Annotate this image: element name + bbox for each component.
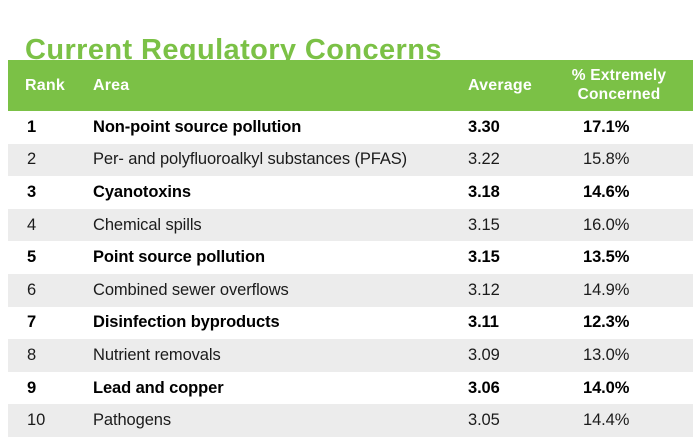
rank-cell: 8 bbox=[27, 345, 37, 364]
area-cell: Cyanotoxins bbox=[93, 182, 191, 201]
average-cell: 3.09 bbox=[468, 345, 500, 364]
column-header-extremely-concerned: % Extremely Concerned bbox=[545, 67, 693, 104]
extremely-concerned-cell: 13.0% bbox=[583, 345, 630, 364]
extremely-concerned-cell: 14.9% bbox=[583, 280, 630, 299]
table-row: 10 Pathogens 3.05 14.4% bbox=[8, 404, 693, 437]
table-row: 8 Nutrient removals 3.09 13.0% bbox=[8, 339, 693, 372]
rank-cell: 10 bbox=[27, 411, 46, 430]
average-cell: 3.30 bbox=[468, 117, 500, 136]
area-cell: Per- and polyfluoroalkyl substances (PFA… bbox=[93, 150, 408, 169]
column-header-average: Average bbox=[468, 76, 532, 94]
column-header-rank: Rank bbox=[25, 76, 65, 94]
rank-cell: 7 bbox=[27, 313, 37, 332]
average-cell: 3.06 bbox=[468, 378, 500, 397]
extremely-concerned-cell: 14.6% bbox=[583, 182, 630, 201]
average-cell: 3.05 bbox=[468, 411, 500, 430]
regulatory-concerns-table: Rank Area Average % Extremely Concerned … bbox=[8, 60, 693, 437]
table-row: 2 Per- and polyfluoroalkyl substances (P… bbox=[8, 143, 693, 177]
extremely-concerned-cell: 14.4% bbox=[583, 411, 630, 430]
extremely-concerned-cell: 16.0% bbox=[583, 215, 630, 234]
extremely-concerned-cell: 15.8% bbox=[583, 150, 630, 169]
area-cell: Pathogens bbox=[93, 411, 171, 430]
column-header-area: Area bbox=[93, 76, 130, 94]
column-header-extremely-concerned-line2: Concerned bbox=[577, 85, 661, 103]
area-cell: Point source pollution bbox=[93, 248, 265, 267]
average-cell: 3.15 bbox=[468, 248, 500, 267]
rank-cell: 9 bbox=[27, 378, 37, 397]
rank-cell: 6 bbox=[27, 280, 37, 299]
extremely-concerned-cell: 14.0% bbox=[583, 378, 630, 397]
average-cell: 3.11 bbox=[468, 313, 499, 332]
rank-cell: 3 bbox=[27, 182, 37, 201]
area-cell: Combined sewer overflows bbox=[93, 280, 289, 299]
area-cell: Lead and copper bbox=[93, 378, 224, 397]
table-row: 9 Lead and copper 3.06 14.0% bbox=[8, 372, 693, 405]
table-row: 7 Disinfection byproducts 3.11 12.3% bbox=[8, 307, 693, 340]
table-body: 1 Non-point source pollution 3.30 17.1% … bbox=[8, 111, 693, 437]
area-cell: Nutrient removals bbox=[93, 345, 221, 364]
table-row: 5 Point source pollution 3.15 13.5% bbox=[8, 241, 693, 274]
column-header-extremely-concerned-line1: % Extremely bbox=[571, 66, 667, 84]
average-cell: 3.15 bbox=[468, 215, 500, 234]
table-row: 1 Non-point source pollution 3.30 17.1% bbox=[8, 111, 693, 144]
rank-cell: 1 bbox=[27, 117, 37, 136]
average-cell: 3.12 bbox=[468, 280, 500, 299]
table-row: 3 Cyanotoxins 3.18 14.6% bbox=[8, 176, 693, 209]
rank-cell: 4 bbox=[27, 215, 37, 234]
extremely-concerned-cell: 17.1% bbox=[583, 117, 630, 136]
rank-cell: 5 bbox=[27, 248, 37, 267]
average-cell: 3.18 bbox=[468, 182, 500, 201]
area-cell: Disinfection byproducts bbox=[93, 313, 280, 332]
extremely-concerned-cell: 13.5% bbox=[583, 248, 630, 267]
extremely-concerned-cell: 12.3% bbox=[583, 313, 630, 332]
average-cell: 3.22 bbox=[468, 150, 500, 169]
area-cell: Chemical spills bbox=[93, 215, 202, 234]
area-cell: Non-point source pollution bbox=[93, 117, 302, 136]
rank-cell: 2 bbox=[27, 150, 37, 169]
table-row: 4 Chemical spills 3.15 16.0% bbox=[8, 208, 693, 242]
table-row: 6 Combined sewer overflows 3.12 14.9% bbox=[8, 273, 693, 307]
table-header-row: Rank Area Average % Extremely Concerned bbox=[8, 60, 693, 111]
